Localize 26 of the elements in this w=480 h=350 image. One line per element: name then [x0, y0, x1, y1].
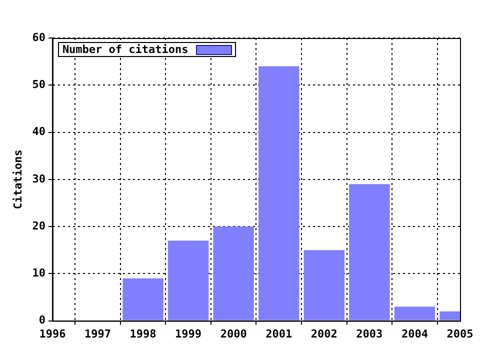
- y-tick-label: 10: [32, 266, 46, 280]
- y-tick-label: 30: [32, 172, 46, 186]
- y-tick-label: 50: [32, 78, 46, 91]
- x-tick-label: 2005: [446, 327, 474, 340]
- x-tick-label: 1998: [130, 327, 156, 340]
- y-tick-label: 60: [32, 30, 46, 44]
- x-tick-label: 2002: [310, 327, 338, 340]
- x-tick-label: 2000: [220, 327, 247, 340]
- y-tick-label: 20: [32, 219, 46, 232]
- y-axis-title: Citations: [11, 150, 24, 210]
- bar: [168, 240, 209, 320]
- x-tick-label: 2003: [356, 327, 383, 340]
- x-tick-label: 2001: [266, 327, 292, 340]
- x-tick-label: 1997: [84, 327, 111, 340]
- bar: [258, 66, 300, 320]
- bar: [213, 226, 254, 320]
- bar: [122, 278, 164, 320]
- bar: [394, 306, 436, 320]
- y-tick-label: 40: [32, 125, 46, 138]
- y-tick-label: 0: [38, 314, 46, 327]
- x-tick-label: 1999: [175, 327, 202, 340]
- bar: [304, 250, 345, 320]
- bar: [349, 184, 390, 320]
- x-tick-label: 2004: [401, 327, 428, 340]
- legend-label: Number of citations: [62, 43, 188, 56]
- x-tick-label: 1996: [39, 327, 66, 340]
